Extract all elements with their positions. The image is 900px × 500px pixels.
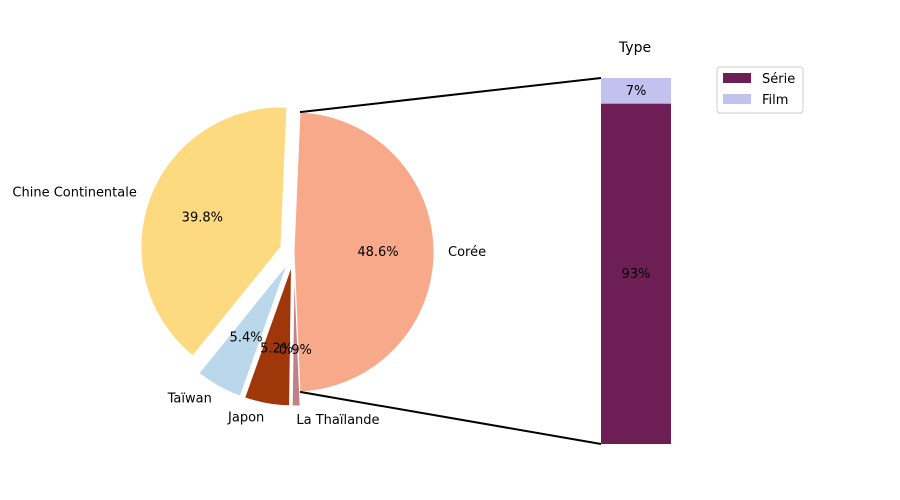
bar-label-serie: 93% xyxy=(622,267,651,282)
pie-slice-coree xyxy=(293,111,435,393)
pie-pct-chine-continentale: 39.8% xyxy=(182,210,223,225)
pie-label-chine-continentale: Chine Continentale xyxy=(12,186,136,201)
bar-segment-serie xyxy=(601,103,671,445)
pie-slice-la-thailande xyxy=(291,265,301,407)
pie-chart: Corée 48.6% Chine Continentale 39.8% Taïwan 5… xyxy=(12,106,486,428)
bar-label-film: 7% xyxy=(626,84,647,99)
legend-swatch-serie xyxy=(723,73,751,83)
pie-label-la-thailande: La Thaïlande xyxy=(296,413,379,428)
pie-pct-coree: 48.6% xyxy=(357,245,398,260)
connector-line-top xyxy=(299,77,602,114)
pie-label-coree: Corée xyxy=(448,245,486,260)
pie-slice-japon xyxy=(244,265,293,407)
pie-pct-la-thailande: 0.9% xyxy=(279,343,312,358)
legend-label-film: Film xyxy=(762,93,788,108)
pie-label-taiwan: Taïwan xyxy=(167,392,212,407)
pie-slice-chine-continentale xyxy=(140,106,288,357)
legend-label-serie: Série xyxy=(762,72,795,87)
pie-label-japon: Japon xyxy=(227,410,264,425)
pie-pct-japon: 5.2% xyxy=(260,341,293,356)
connector-lines xyxy=(299,77,602,445)
connector-line-bottom xyxy=(299,390,602,445)
bar-segment-film xyxy=(601,78,671,104)
stacked-bar-chart: Type 93% 7% xyxy=(601,40,671,445)
legend: Série Film xyxy=(716,66,804,114)
pie-slice-taiwan xyxy=(198,263,288,397)
pie-pct-taiwan: 5.4% xyxy=(230,330,263,345)
legend-swatch-film xyxy=(723,94,751,104)
bar-chart-title: Type xyxy=(618,40,651,56)
